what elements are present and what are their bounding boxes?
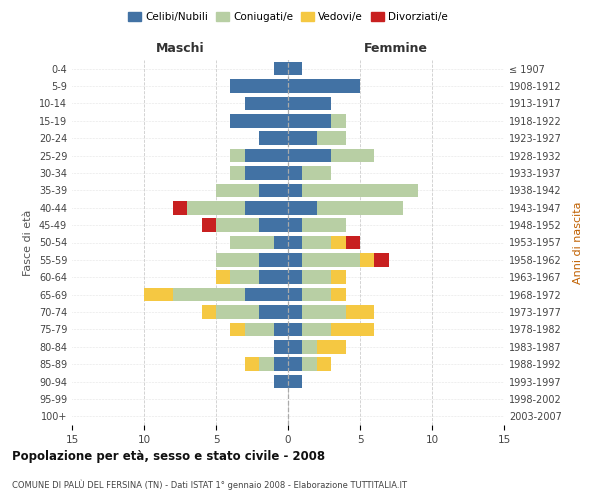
Bar — [259, 184, 288, 197]
Bar — [187, 201, 245, 214]
Bar — [259, 305, 288, 319]
Bar — [259, 253, 288, 266]
Bar — [288, 322, 302, 336]
Bar — [216, 184, 259, 197]
Bar — [302, 322, 331, 336]
Bar — [331, 288, 346, 302]
Bar — [216, 218, 259, 232]
Bar — [302, 358, 317, 371]
Bar — [317, 340, 346, 353]
Y-axis label: Fasce di età: Fasce di età — [23, 210, 33, 276]
Bar — [288, 132, 317, 145]
Bar — [346, 236, 360, 250]
Bar — [288, 358, 302, 371]
Bar — [274, 236, 288, 250]
Bar — [288, 253, 302, 266]
Bar — [288, 340, 302, 353]
Bar — [288, 80, 360, 93]
Bar — [360, 253, 374, 266]
Bar — [288, 96, 331, 110]
Bar — [245, 149, 288, 162]
Bar — [230, 270, 259, 284]
Bar — [274, 62, 288, 76]
Bar — [302, 184, 418, 197]
Bar — [274, 375, 288, 388]
Bar — [245, 322, 274, 336]
Bar — [173, 201, 187, 214]
Bar — [288, 62, 302, 76]
Bar — [302, 288, 331, 302]
Bar — [302, 305, 346, 319]
Bar — [288, 375, 302, 388]
Bar — [331, 149, 374, 162]
Bar — [230, 322, 245, 336]
Bar — [230, 236, 274, 250]
Bar — [331, 236, 346, 250]
Text: Popolazione per età, sesso e stato civile - 2008: Popolazione per età, sesso e stato civil… — [12, 450, 325, 463]
Bar — [288, 270, 302, 284]
Bar — [331, 270, 346, 284]
Bar — [259, 132, 288, 145]
Bar — [230, 114, 288, 128]
Bar — [274, 358, 288, 371]
Text: COMUNE DI PALÙ DEL FERSINA (TN) - Dati ISTAT 1° gennaio 2008 - Elaborazione TUTT: COMUNE DI PALÙ DEL FERSINA (TN) - Dati I… — [12, 480, 407, 490]
Bar — [202, 305, 216, 319]
Bar — [288, 201, 317, 214]
Bar — [317, 201, 403, 214]
Bar — [230, 80, 288, 93]
Bar — [259, 270, 288, 284]
Bar — [173, 288, 245, 302]
Bar — [245, 96, 288, 110]
Bar — [317, 132, 346, 145]
Bar — [346, 305, 374, 319]
Y-axis label: Anni di nascita: Anni di nascita — [573, 201, 583, 284]
Bar — [288, 305, 302, 319]
Bar — [288, 114, 331, 128]
Bar — [259, 358, 274, 371]
Bar — [274, 340, 288, 353]
Text: Femmine: Femmine — [364, 42, 428, 55]
Legend: Celibi/Nubili, Coniugati/e, Vedovi/e, Divorziati/e: Celibi/Nubili, Coniugati/e, Vedovi/e, Di… — [124, 8, 452, 26]
Bar — [245, 201, 288, 214]
Bar — [288, 149, 331, 162]
Bar — [245, 166, 288, 180]
Bar — [302, 166, 331, 180]
Bar — [317, 358, 331, 371]
Bar — [288, 236, 302, 250]
Bar — [216, 253, 259, 266]
Bar — [331, 114, 346, 128]
Bar — [288, 288, 302, 302]
Bar — [374, 253, 389, 266]
Bar — [302, 253, 360, 266]
Bar — [302, 236, 331, 250]
Bar — [331, 322, 374, 336]
Bar — [274, 322, 288, 336]
Bar — [230, 149, 245, 162]
Bar — [202, 218, 216, 232]
Bar — [288, 184, 302, 197]
Bar — [144, 288, 173, 302]
Bar — [288, 218, 302, 232]
Bar — [288, 166, 302, 180]
Bar — [216, 305, 259, 319]
Bar — [259, 218, 288, 232]
Bar — [245, 358, 259, 371]
Bar — [302, 270, 331, 284]
Bar — [302, 218, 346, 232]
Bar — [216, 270, 230, 284]
Bar — [302, 340, 317, 353]
Text: Maschi: Maschi — [155, 42, 205, 55]
Bar — [230, 166, 245, 180]
Bar — [245, 288, 288, 302]
